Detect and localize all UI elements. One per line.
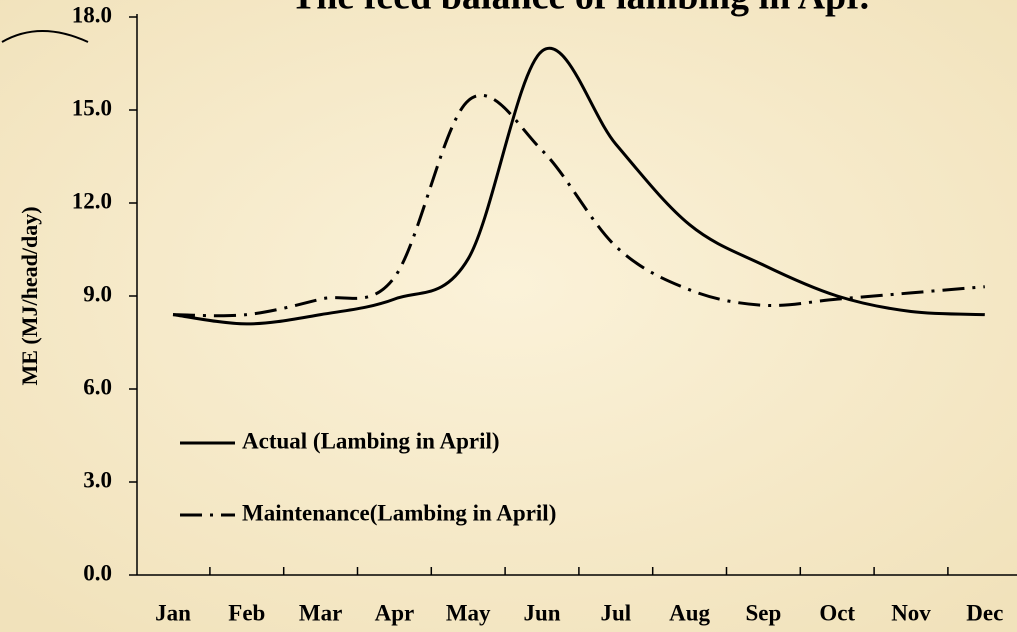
- chart-title: The feed balance of lambing in Apr.: [291, 0, 869, 18]
- x-tick-label: Mar: [299, 600, 342, 625]
- y-tick-label: 15.0: [72, 95, 112, 120]
- y-tick-label: 12.0: [72, 188, 112, 213]
- y-tick-label: 18.0: [72, 2, 112, 27]
- x-tick-label: Nov: [891, 600, 931, 625]
- x-tick-label: Sep: [746, 600, 782, 625]
- decoration: [1, 30, 89, 43]
- x-tick-label: Apr: [375, 600, 415, 625]
- legend-label: Actual (Lambing in April): [242, 428, 500, 453]
- y-tick-label: 6.0: [83, 374, 112, 399]
- x-tick-label: Jan: [155, 600, 191, 625]
- line-series: [172, 93, 985, 318]
- line-series: [172, 46, 985, 326]
- y-tick-label: 9.0: [83, 281, 112, 306]
- x-tick-label: Jul: [600, 600, 631, 625]
- x-tick-label: Dec: [966, 600, 1003, 625]
- x-tick-label: Feb: [228, 600, 265, 625]
- legend-label: Maintenance(Lambing in April): [242, 500, 556, 525]
- x-tick-label: Aug: [669, 600, 710, 625]
- y-tick-label: 3.0: [83, 467, 112, 492]
- y-tick-label: 0.0: [83, 560, 112, 585]
- x-tick-label: Jun: [523, 600, 560, 625]
- x-tick-label: Oct: [819, 600, 855, 625]
- x-tick-label: May: [446, 600, 491, 625]
- y-axis-label: ME (MJ/head/day): [17, 206, 42, 385]
